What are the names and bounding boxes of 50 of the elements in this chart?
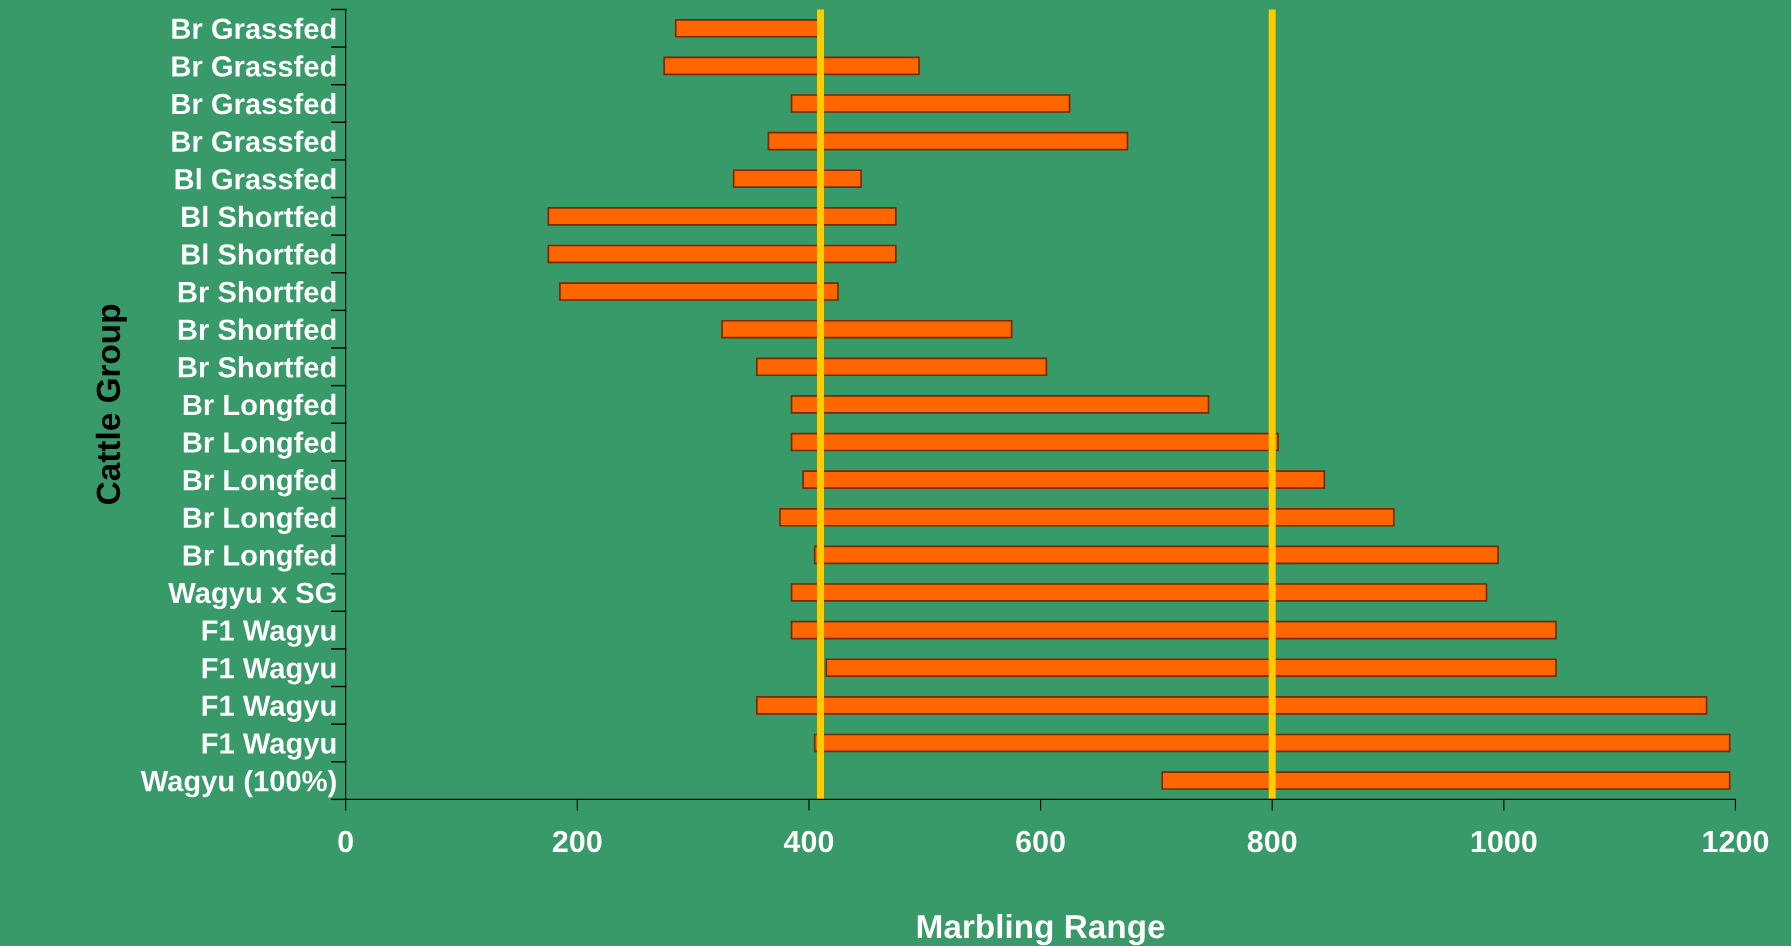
bar (767, 131, 1129, 151)
y-tick-label: Br Shortfed (178, 281, 336, 303)
bar (1161, 771, 1731, 790)
y-tick-label: Br Longfed (183, 544, 336, 572)
bar (790, 583, 1488, 602)
y-tick-label: Br Shortfed (178, 356, 336, 378)
bar (790, 432, 1279, 452)
y-tick-label: Br Grassfed (172, 130, 336, 152)
y-tick-label: Bl Grassfed (175, 168, 336, 190)
y-tick-label: Wagyu (100%) (140, 769, 336, 798)
bar (559, 282, 839, 301)
y-tick-label: Wagyu x SG (168, 582, 336, 610)
y-tick-label: Br Grassfed (172, 55, 336, 77)
y-tick-label: Br Grassfed (172, 92, 336, 115)
x-tick-label: 400 (783, 830, 834, 853)
y-axis-title: Cattle Group (95, 304, 127, 504)
y-tick-label: F1 Wagyu (202, 695, 336, 723)
bar (663, 56, 920, 76)
bar (790, 620, 1557, 640)
y-tick-label: Bl Shortfed (182, 205, 336, 228)
y-tick-label: F1 Wagyu (202, 733, 336, 760)
y-tick-label: Br Longfed (183, 393, 336, 422)
bar (825, 658, 1557, 678)
x-axis-title: Marbling Range (917, 913, 1165, 946)
bar (755, 357, 1048, 377)
bar (547, 207, 897, 226)
bar (755, 696, 1708, 715)
x-tick-label: 600 (1016, 830, 1065, 853)
x-tick-label: 200 (552, 830, 602, 853)
x-tick-label: 0 (338, 830, 353, 853)
y-tick-label: Br Longfed (183, 506, 336, 535)
bar (721, 319, 1013, 339)
bar (813, 733, 1731, 753)
y-tick-label: Br Longfed (183, 431, 336, 459)
y-tick-label: Br Grassfed (172, 17, 336, 40)
x-tick-label: 800 (1247, 830, 1297, 853)
bar (547, 244, 897, 264)
bar (813, 545, 1499, 565)
y-tick-label: Br Longfed (183, 469, 336, 497)
x-tick-label: 1200 (1703, 830, 1769, 853)
bar (732, 169, 862, 189)
bar (790, 395, 1210, 414)
y-tick-label: F1 Wagyu (202, 658, 336, 685)
y-tick-label: F1 Wagyu (202, 620, 336, 647)
x-tick-label: 1000 (1471, 830, 1537, 853)
bar (779, 507, 1395, 527)
bar (790, 94, 1071, 113)
y-tick-label: Br Shortfed (178, 318, 336, 341)
bar (802, 470, 1326, 489)
y-tick-label: Bl Shortfed (182, 243, 336, 265)
